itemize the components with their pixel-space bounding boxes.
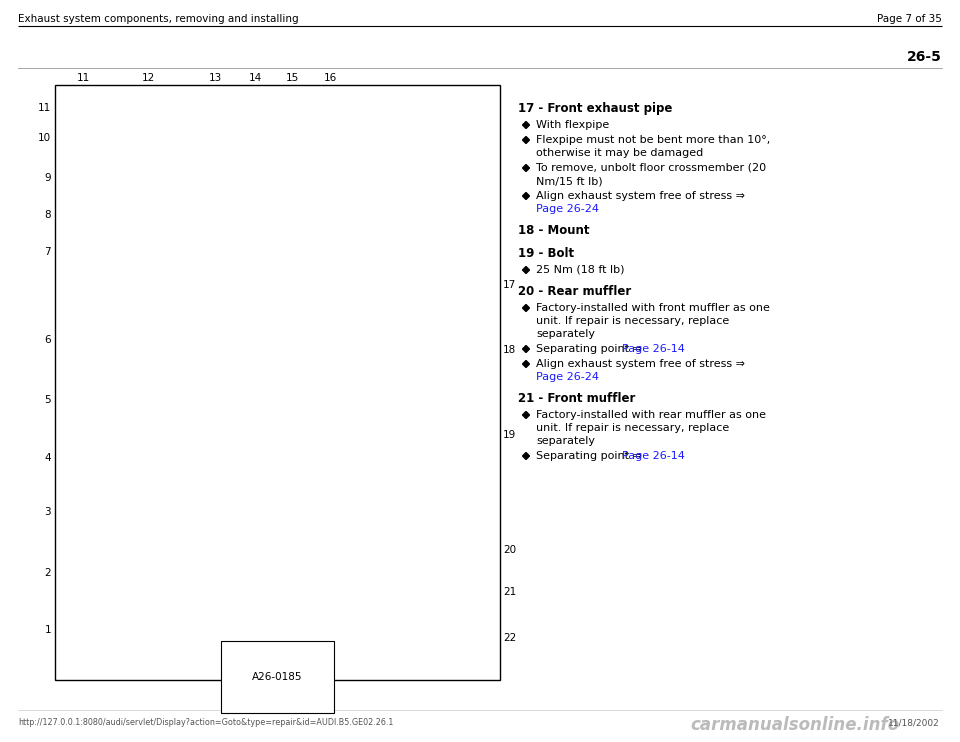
Text: 11: 11	[37, 103, 51, 113]
Text: 1: 1	[44, 625, 51, 635]
Text: otherwise it may be damaged: otherwise it may be damaged	[536, 148, 704, 158]
Text: Factory-installed with front muffler as one: Factory-installed with front muffler as …	[536, 303, 770, 313]
Text: Page 26-24: Page 26-24	[536, 204, 599, 214]
Text: unit. If repair is necessary, replace: unit. If repair is necessary, replace	[536, 423, 730, 433]
Text: Page 26-24: Page 26-24	[536, 372, 599, 382]
Text: separately: separately	[536, 436, 595, 446]
Text: 11: 11	[77, 73, 89, 83]
Text: separately: separately	[536, 329, 595, 339]
Text: 20 - Rear muffler: 20 - Rear muffler	[518, 285, 632, 298]
Text: 7: 7	[44, 247, 51, 257]
Text: Align exhaust system free of stress ⇒: Align exhaust system free of stress ⇒	[536, 191, 745, 201]
Text: 20: 20	[503, 545, 516, 555]
Text: With flexpipe: With flexpipe	[536, 120, 610, 130]
Text: http://127.0.0.1:8080/audi/servlet/Display?action=Goto&type=repair&id=AUDI.B5.GE: http://127.0.0.1:8080/audi/servlet/Displ…	[18, 718, 394, 727]
Text: 22: 22	[503, 633, 516, 643]
Text: 11/18/2002: 11/18/2002	[888, 718, 940, 727]
Text: 17: 17	[503, 280, 516, 290]
Polygon shape	[522, 137, 530, 143]
Polygon shape	[522, 165, 530, 171]
Text: To remove, unbolt floor crossmember (20: To remove, unbolt floor crossmember (20	[536, 163, 766, 173]
Text: 10: 10	[37, 133, 51, 143]
Polygon shape	[522, 122, 530, 128]
Text: Page 26-14: Page 26-14	[622, 451, 685, 461]
Text: 8: 8	[44, 210, 51, 220]
Text: 19: 19	[503, 430, 516, 440]
Text: 13: 13	[208, 73, 222, 83]
Text: 14: 14	[249, 73, 262, 83]
Text: 2: 2	[44, 568, 51, 578]
Text: 15: 15	[285, 73, 299, 83]
Polygon shape	[522, 192, 530, 200]
Text: 21: 21	[503, 587, 516, 597]
Text: Page 7 of 35: Page 7 of 35	[877, 14, 942, 24]
Text: Page 26-14: Page 26-14	[622, 344, 685, 354]
Text: 19 - Bolt: 19 - Bolt	[518, 247, 574, 260]
Text: Factory-installed with rear muffler as one: Factory-installed with rear muffler as o…	[536, 410, 766, 420]
Polygon shape	[522, 304, 530, 312]
Polygon shape	[522, 346, 530, 352]
Polygon shape	[522, 453, 530, 459]
Text: 12: 12	[141, 73, 155, 83]
Text: 9: 9	[44, 173, 51, 183]
Text: 26-5: 26-5	[907, 50, 942, 64]
Polygon shape	[522, 412, 530, 418]
Polygon shape	[522, 266, 530, 274]
Text: A26-0185: A26-0185	[252, 672, 302, 682]
Text: Separating point ⇒: Separating point ⇒	[536, 451, 645, 461]
Text: 3: 3	[44, 507, 51, 517]
Text: 18 - Mount: 18 - Mount	[518, 224, 589, 237]
Text: Flexpipe must not be bent more than 10°,: Flexpipe must not be bent more than 10°,	[536, 135, 770, 145]
Text: Align exhaust system free of stress ⇒: Align exhaust system free of stress ⇒	[536, 359, 745, 369]
Text: Separating point ⇒: Separating point ⇒	[536, 344, 645, 354]
Text: 4: 4	[44, 453, 51, 463]
Text: 25 Nm (18 ft lb): 25 Nm (18 ft lb)	[536, 265, 625, 275]
Text: 17 - Front exhaust pipe: 17 - Front exhaust pipe	[518, 102, 672, 115]
Text: 16: 16	[324, 73, 337, 83]
Polygon shape	[522, 361, 530, 367]
Text: Exhaust system components, removing and installing: Exhaust system components, removing and …	[18, 14, 299, 24]
Text: 18: 18	[503, 345, 516, 355]
Text: 5: 5	[44, 395, 51, 405]
Text: unit. If repair is necessary, replace: unit. If repair is necessary, replace	[536, 316, 730, 326]
Text: Nm/15 ft lb): Nm/15 ft lb)	[536, 176, 603, 186]
Text: 21 - Front muffler: 21 - Front muffler	[518, 392, 636, 405]
Text: 6: 6	[44, 335, 51, 345]
Bar	[55, 85, 500, 680]
Text: carmanualsonline.info: carmanualsonline.info	[690, 716, 900, 734]
